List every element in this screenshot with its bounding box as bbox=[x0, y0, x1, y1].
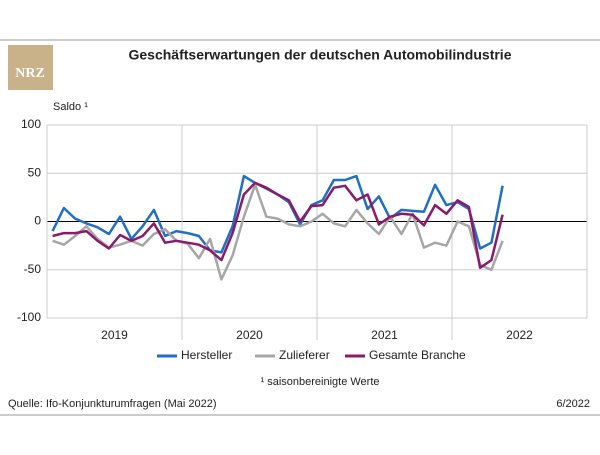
series-line bbox=[52, 181, 504, 270]
logo: NRZ bbox=[15, 66, 45, 81]
x-tick-label: 2022 bbox=[506, 328, 533, 342]
y-tick-label: -100 bbox=[17, 310, 41, 324]
y-tick-label: 100 bbox=[21, 117, 41, 131]
x-tick-label: 2019 bbox=[101, 328, 128, 342]
footnote: ¹ saisonbereinigte Werte bbox=[260, 376, 379, 388]
legend-label: Hersteller bbox=[181, 348, 232, 362]
series-line bbox=[52, 183, 504, 281]
y-axis-label: Saldo ¹ bbox=[53, 101, 88, 113]
x-tick-label: 2020 bbox=[236, 328, 263, 342]
logo-box bbox=[8, 45, 53, 90]
legend-label: Gesamte Branche bbox=[369, 348, 466, 362]
y-tick-label: 50 bbox=[28, 165, 42, 179]
date: 6/2022 bbox=[556, 398, 590, 410]
legend-label: Zulieferer bbox=[279, 348, 330, 362]
series-line bbox=[51, 174, 504, 254]
chart-title: Geschäftserwartungen der deutschen Autom… bbox=[129, 47, 512, 63]
x-tick-label: 2021 bbox=[371, 328, 398, 342]
y-tick-label: 0 bbox=[34, 214, 41, 228]
source: Quelle: Ifo-Konjunkturumfragen (Mai 2022… bbox=[8, 398, 217, 410]
y-tick-label: -50 bbox=[24, 262, 42, 276]
